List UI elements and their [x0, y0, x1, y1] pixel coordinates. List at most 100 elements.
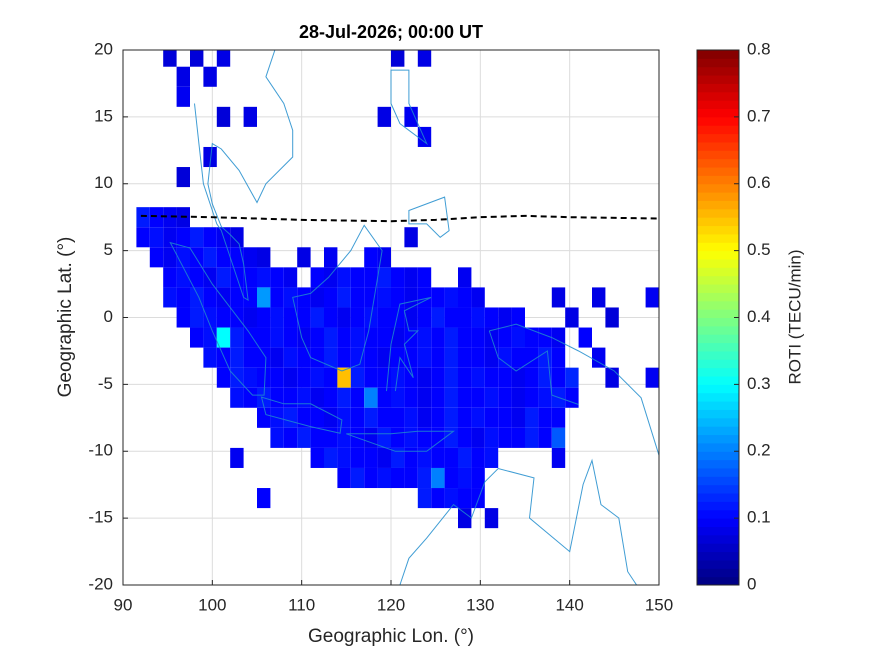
roti-cell — [310, 267, 324, 288]
roti-cell — [538, 427, 552, 448]
roti-cell — [471, 447, 485, 468]
roti-cell — [337, 347, 351, 368]
roti-cell — [498, 407, 512, 428]
roti-cell — [310, 307, 324, 328]
colorbar-swatch — [697, 442, 739, 452]
roti-cell — [337, 367, 351, 388]
roti-cell — [337, 387, 351, 408]
roti-cell — [310, 387, 324, 408]
coastline — [194, 50, 294, 302]
magnetic-equator — [140, 214, 659, 223]
colorbar-box — [696, 49, 740, 586]
roti-cell — [417, 267, 432, 288]
colorbar-swatch — [697, 434, 739, 444]
roti-cell — [216, 267, 231, 288]
roti-cell — [216, 50, 231, 67]
y-tick-label: 10 — [94, 173, 113, 192]
roti-cell — [458, 508, 472, 529]
roti-cell — [377, 407, 391, 428]
roti-cell — [404, 407, 418, 428]
roti-cell — [391, 427, 405, 448]
roti-cell — [404, 287, 418, 308]
x-tick-label: 100 — [198, 595, 226, 614]
roti-cell — [605, 367, 619, 388]
roti-cell — [136, 207, 150, 228]
colorbar-swatch — [697, 250, 739, 260]
roti-cell — [243, 106, 257, 127]
roti-cell — [471, 407, 485, 428]
colorbar-swatch — [697, 518, 739, 527]
roti-cell — [404, 227, 418, 248]
roti-cell — [297, 407, 311, 428]
x-tick-label: 130 — [466, 595, 494, 614]
roti-cell — [417, 488, 432, 509]
roti-cell — [511, 427, 525, 448]
y-tick-label: -5 — [98, 374, 113, 393]
roti-cell — [377, 367, 391, 388]
roti-cell — [310, 327, 324, 348]
colorbar-swatch — [697, 267, 739, 277]
colorbar-swatch — [697, 233, 739, 243]
roti-cells — [136, 50, 659, 529]
colorbar-swatch — [697, 100, 739, 110]
coastline — [399, 458, 638, 585]
colorbar-swatch — [697, 275, 739, 285]
roti-cell — [324, 247, 338, 268]
roti-cell — [257, 247, 271, 268]
colorbar-swatch — [697, 350, 739, 360]
roti-cell — [283, 387, 298, 408]
roti-cell — [404, 106, 418, 127]
roti-cell — [431, 307, 445, 328]
colorbar-swatch — [697, 225, 739, 235]
roti-cell — [136, 227, 150, 248]
roti-cell — [190, 247, 204, 268]
colorbar-tick-label: 0.2 — [747, 441, 771, 460]
roti-cell — [283, 327, 298, 348]
roti-cell — [297, 387, 311, 408]
roti-cell — [203, 307, 217, 328]
roti-cell — [230, 387, 244, 408]
roti-cell — [444, 447, 458, 468]
roti-cell — [176, 287, 190, 308]
coastline — [260, 396, 343, 434]
colorbar-swatch — [697, 426, 739, 436]
x-tick-label: 90 — [114, 595, 133, 614]
y-tick-label: -15 — [88, 508, 113, 527]
roti-cell — [538, 367, 552, 388]
roti-cell — [538, 407, 552, 428]
roti-cell — [417, 367, 432, 388]
roti-cell — [391, 407, 405, 428]
roti-cell — [243, 327, 257, 348]
roti-cell — [511, 407, 525, 428]
roti-cell — [230, 347, 244, 368]
roti-cell — [525, 367, 539, 388]
roti-cell — [230, 447, 244, 468]
chart-title: 28-Jul-2026; 00:00 UT — [299, 22, 483, 42]
roti-cell — [417, 427, 432, 448]
roti-cell — [350, 367, 365, 388]
roti-cell — [257, 327, 271, 348]
colorbar-swatch — [697, 309, 739, 318]
roti-cell — [243, 387, 257, 408]
roti-cell — [364, 467, 378, 489]
colorbar-tick-label: 0.3 — [747, 374, 771, 393]
roti-cell — [498, 367, 512, 388]
roti-cell — [551, 287, 566, 308]
roti-cell — [417, 467, 432, 489]
roti-cell — [444, 467, 458, 489]
roti-cell — [377, 247, 391, 268]
colorbar-swatch — [697, 384, 739, 394]
roti-cell — [337, 427, 351, 448]
roti-cell — [484, 347, 499, 368]
roti-cell — [283, 267, 298, 288]
colorbar-swatch — [697, 83, 739, 93]
roti-cell — [270, 327, 284, 348]
roti-cell — [551, 407, 566, 428]
roti-cell — [551, 367, 566, 388]
roti-cell — [538, 347, 552, 368]
roti-cell — [337, 327, 351, 348]
roti-cell — [498, 327, 512, 348]
roti-cell — [404, 427, 418, 448]
roti-cell — [176, 66, 190, 87]
roti-cell — [511, 307, 525, 328]
